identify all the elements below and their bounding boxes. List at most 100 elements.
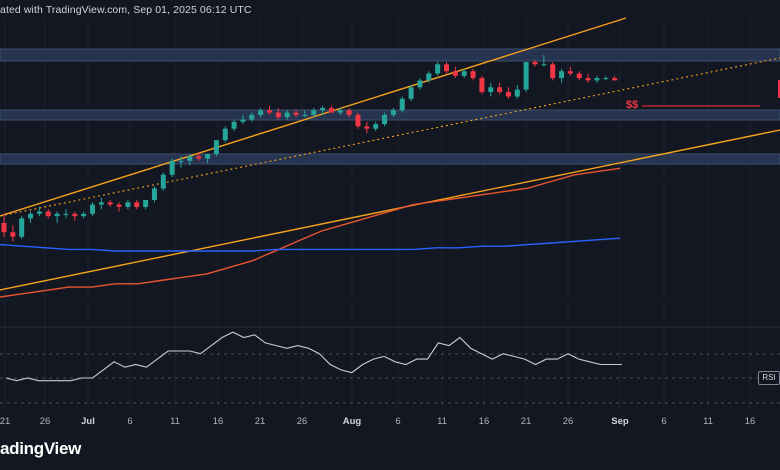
candle-body [19,218,25,237]
candle-body [470,71,476,79]
rsi-line [5,331,622,382]
candle [178,156,184,168]
candle [169,158,175,177]
time-axis-tick-label: 26 [297,416,308,427]
candle-body [258,110,264,115]
candle [514,85,520,99]
time-axis-tick-label: 26 [563,416,574,427]
candle [90,202,95,217]
candle-body [231,121,237,129]
time-axis-tick-label: 16 [479,416,490,427]
time-axis-tick-label: 6 [127,416,132,427]
candle [346,108,352,118]
candle [45,209,51,219]
candle-body [479,78,485,92]
candle-body [346,110,352,115]
candle [594,75,600,83]
candle-body [169,160,175,175]
candle [328,105,334,113]
candle-body [585,78,591,81]
candle [426,71,432,83]
candle [63,209,69,219]
candle [559,68,565,83]
chart-grid [0,18,780,408]
time-axis-tick-label: 16 [213,416,224,427]
candle [151,186,157,203]
candle-body [612,78,618,81]
candle-body [107,202,113,205]
candle-body [505,91,511,97]
candle-body [778,80,780,98]
candle-body [205,154,211,159]
candle [284,110,290,120]
candle [1,213,7,237]
candle [461,68,467,79]
candle-body [435,64,441,74]
time-axis-tick-label: Sep [611,416,629,427]
candle-body [523,62,529,90]
mid-zone [0,109,780,121]
time-axis-tick-label: 11 [703,416,713,427]
time-axis-tick-label: 21 [521,416,532,427]
candle-body [222,128,228,141]
candle-body [275,112,281,118]
candle [399,96,405,113]
candle-body [116,204,122,207]
support-zone [0,153,780,165]
candle-body [36,211,42,214]
channel-lower-line [0,129,780,291]
candle [532,59,538,67]
candle-body [364,126,370,129]
candle [603,75,609,81]
candle-body [541,64,547,66]
candle [435,62,441,76]
candle [311,108,317,118]
candle-body [178,160,184,162]
candle-body [28,213,34,219]
candle [275,108,281,120]
candle [550,62,556,81]
candle-body [1,223,7,233]
candle [231,119,237,131]
candle [54,211,60,223]
time-axis-tick-label: Jul [81,416,95,427]
candle-body [151,188,157,200]
candle [116,202,122,212]
candle-body [337,110,343,113]
candle-body [125,202,131,207]
candle-body [355,114,361,127]
candle-body [240,119,246,122]
candle [337,108,343,115]
ema-slow-line [0,237,621,252]
candle [382,112,388,127]
candle [267,105,272,115]
candle-body [417,80,423,88]
time-axis-tick-label: 21 [0,416,10,427]
ascending-channel [0,17,780,291]
resistance-zone [0,48,780,62]
candle [240,114,246,125]
candle [505,87,511,99]
candle [390,108,396,118]
candle-body [45,211,51,217]
candle [143,200,149,210]
candle [107,200,113,207]
candle-body [311,110,317,115]
watermark-header: ated with TradingView.com, Sep 01, 2025 … [0,4,252,16]
candle [452,66,458,79]
liquidity-label: $$ [626,99,639,111]
candle [364,121,370,134]
candle [160,172,166,191]
candle-body [550,64,556,79]
candle [10,225,16,242]
time-axis-tick-label: 6 [661,416,666,427]
candle [355,112,361,129]
candle-body [63,213,69,215]
candle-body [10,232,16,237]
candle-body [328,108,334,113]
rsi-badge[interactable]: RSI [758,371,780,385]
candle-body [213,140,219,154]
rsi-panel [0,331,780,404]
candle-body [196,156,202,159]
